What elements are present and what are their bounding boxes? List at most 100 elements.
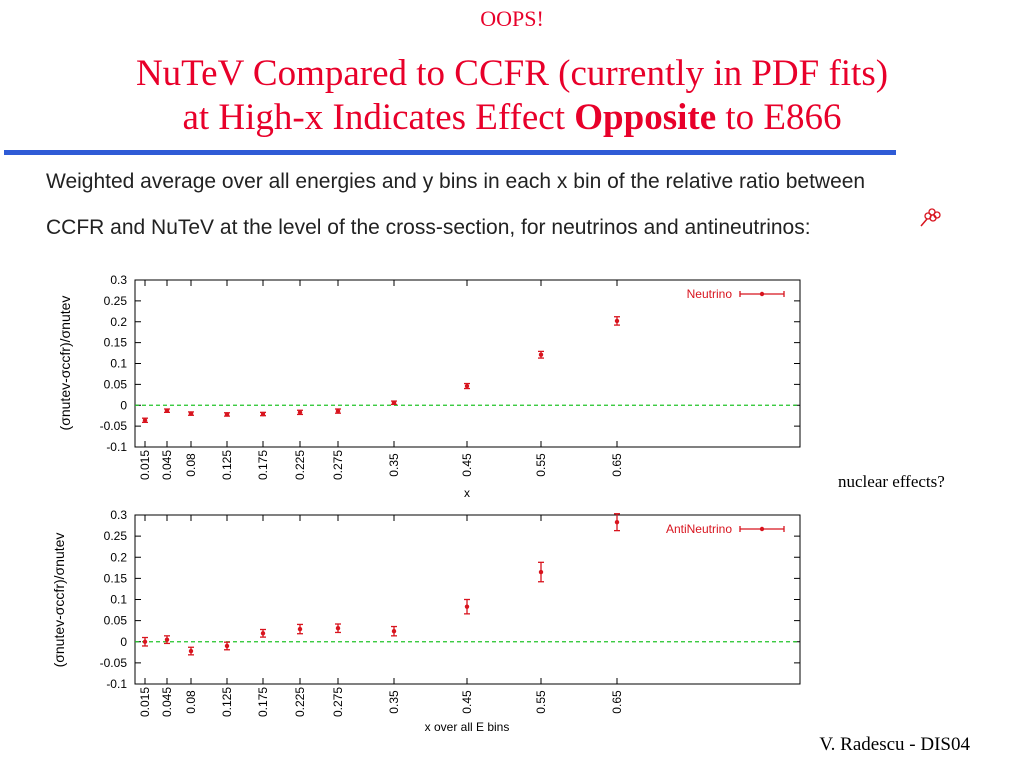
data-point [464, 382, 470, 390]
plot-frame [134, 279, 801, 448]
data-marker [391, 400, 397, 405]
x-tick-label: 0.08 [184, 690, 198, 714]
data-marker [224, 412, 230, 417]
legend-label: Neutrino [687, 287, 733, 301]
x-tick-label: 0.65 [610, 690, 624, 714]
data-point [464, 598, 470, 615]
x-axis-label: x [464, 486, 470, 500]
x-tick-label: 0.275 [331, 450, 345, 480]
data-point [142, 417, 148, 424]
title-emphasis: Opposite [574, 97, 717, 138]
chart-panel-1: 0.3 0.25 0.2 0.15 0.1 0.05 0 -0.05 -0.1 0.015 0.04… [57, 273, 801, 500]
x-tick-label: 0.225 [293, 687, 307, 717]
flower-icon [920, 208, 941, 227]
x-tick-label: 0.35 [387, 453, 401, 477]
title-divider [4, 150, 896, 155]
y-tick-label: 0.15 [104, 571, 128, 585]
x-tick-label: 0.08 [184, 453, 198, 477]
y-axis-label: (σnutev-σccfr)/σnutev [51, 533, 67, 668]
y-tick-label: 0.05 [104, 377, 128, 391]
data-point [297, 623, 303, 635]
title-line-1: NuTeV Compared to CCFR (currently in PDF… [135, 53, 889, 94]
data-marker [142, 418, 148, 423]
data-marker [260, 411, 266, 417]
data-point [391, 400, 397, 406]
y-tick-label: 0.1 [110, 593, 127, 607]
y-tick-label: -0.05 [100, 419, 128, 433]
title-line-2-end: to E866 [716, 97, 842, 138]
x-tick-label: 0.015 [138, 450, 152, 480]
data-marker [464, 604, 470, 609]
y-tick-label: -0.1 [106, 677, 127, 691]
x-tick-label: 0.225 [293, 450, 307, 480]
data-marker [164, 408, 170, 413]
data-point [614, 316, 620, 326]
x-tick-label: 0.45 [460, 453, 474, 477]
legend-marker [759, 526, 765, 532]
data-marker [188, 648, 194, 654]
y-tick-label: 0.1 [110, 357, 127, 371]
y-axis-label: (σnutev-σccfr)/σnutev [57, 296, 73, 431]
data-point [391, 625, 397, 637]
y-tick-label: 0.3 [110, 273, 127, 287]
oops-heading: OOPS! [480, 6, 544, 31]
data-marker [297, 410, 303, 415]
data-marker [260, 631, 266, 636]
nuclear-effects-note: nuclear effects? [838, 472, 945, 491]
data-point [260, 411, 266, 417]
author-credit: V. Radescu - DIS04 [819, 734, 970, 755]
data-marker [391, 628, 397, 634]
y-tick-label: 0.25 [104, 529, 128, 543]
y-tick-label: 0.3 [110, 508, 127, 522]
y-tick-label: 0.15 [104, 336, 128, 350]
data-point [142, 636, 148, 647]
y-tick-label: 0.25 [104, 294, 128, 308]
data-point [224, 641, 230, 651]
x-tick-label: 0.175 [256, 450, 270, 480]
data-point [538, 561, 544, 583]
chart-panel-2: 0.3 0.25 0.2 0.15 0.1 0.05 0 -0.05 -0.1 0.015 0.04… [51, 508, 801, 734]
data-point [188, 646, 194, 656]
data-marker [538, 569, 544, 575]
data-point [614, 513, 620, 532]
data-point [224, 412, 230, 417]
x-tick-label: 0.015 [138, 687, 152, 717]
x-tick-label: 0.45 [460, 690, 474, 714]
data-point [188, 411, 194, 416]
data-marker [614, 318, 620, 324]
data-point [335, 623, 341, 634]
x-tick-label: 0.55 [534, 690, 548, 714]
slide-title: NuTeV Compared to CCFR (currently in PDF… [0, 52, 1024, 140]
data-marker [164, 637, 170, 642]
data-marker [614, 519, 620, 525]
y-tick-label: 0 [120, 635, 127, 649]
description-line-1: Weighted average over all energies and y… [46, 170, 866, 193]
x-tick-label: 0.275 [331, 687, 345, 717]
data-point [297, 409, 303, 416]
x-tick-label: 0.125 [220, 687, 234, 717]
y-tick-label: 0.2 [110, 315, 127, 329]
data-point [335, 408, 341, 414]
y-tick-label: -0.05 [100, 656, 128, 670]
data-marker [224, 643, 230, 649]
x-tick-label: 0.65 [610, 453, 624, 477]
y-tick-label: 0.05 [104, 614, 128, 628]
data-point [260, 628, 266, 638]
data-marker [297, 626, 303, 632]
y-tick-label: 0.2 [110, 550, 127, 564]
y-tick-label: 0 [120, 398, 127, 412]
data-marker [142, 639, 148, 644]
data-marker [335, 408, 341, 414]
data-marker [538, 352, 544, 357]
x-tick-label: 0.045 [160, 687, 174, 717]
x-tick-label: 0.045 [160, 450, 174, 480]
x-tick-label: 0.125 [220, 450, 234, 480]
data-marker [335, 626, 341, 631]
x-tick-label: 0.175 [256, 687, 270, 717]
x-tick-label: 0.35 [387, 690, 401, 714]
legend-marker [759, 291, 765, 297]
x-axis-label: x over all E bins [425, 720, 510, 734]
x-tick-label: 0.55 [534, 453, 548, 477]
data-marker [188, 411, 194, 416]
